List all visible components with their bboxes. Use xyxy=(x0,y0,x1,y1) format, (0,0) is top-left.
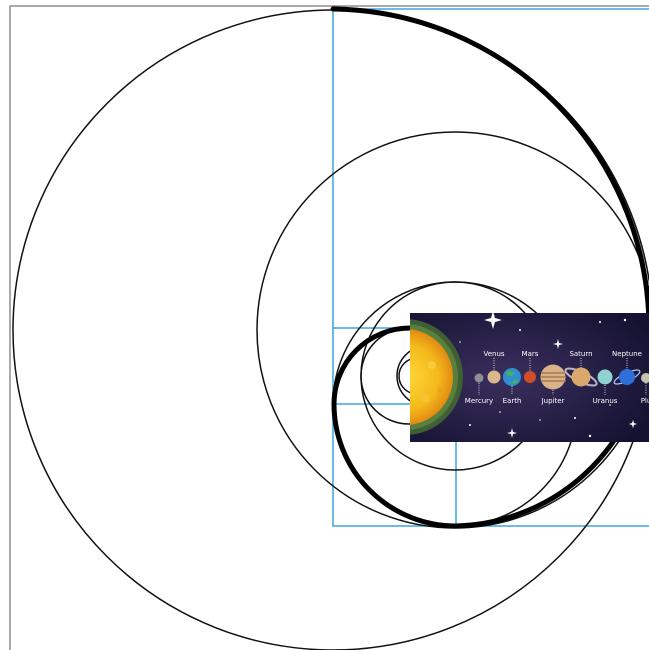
planet-labels: Venus Mars Saturn Neptune Mercury Earth … xyxy=(465,350,649,405)
planets xyxy=(474,364,649,390)
label-mercury: Mercury xyxy=(465,397,493,405)
earth xyxy=(503,368,521,386)
golden-rectangles xyxy=(332,8,649,527)
label-neptune: Neptune xyxy=(612,350,642,358)
solar-system-image: Venus Mars Saturn Neptune Mercury Earth … xyxy=(410,313,649,442)
pluto xyxy=(641,373,649,383)
stars xyxy=(459,313,637,438)
page-frame xyxy=(9,5,649,650)
golden-spiral xyxy=(330,6,649,529)
label-jupiter: Jupiter xyxy=(541,397,565,405)
label-venus: Venus xyxy=(483,350,504,358)
label-mars: Mars xyxy=(522,350,539,358)
neptune xyxy=(619,369,635,385)
saturn xyxy=(571,367,591,387)
mars xyxy=(524,371,536,383)
label-uranus: Uranus xyxy=(593,397,618,405)
sun xyxy=(410,319,463,435)
golden-rect-outer xyxy=(332,8,649,527)
label-pluto: Plu xyxy=(641,397,649,405)
label-leaders xyxy=(478,358,647,395)
uranus xyxy=(597,369,613,385)
label-earth: Earth xyxy=(503,397,522,405)
venus xyxy=(487,370,501,384)
label-saturn: Saturn xyxy=(569,350,592,358)
mercury xyxy=(474,373,484,383)
